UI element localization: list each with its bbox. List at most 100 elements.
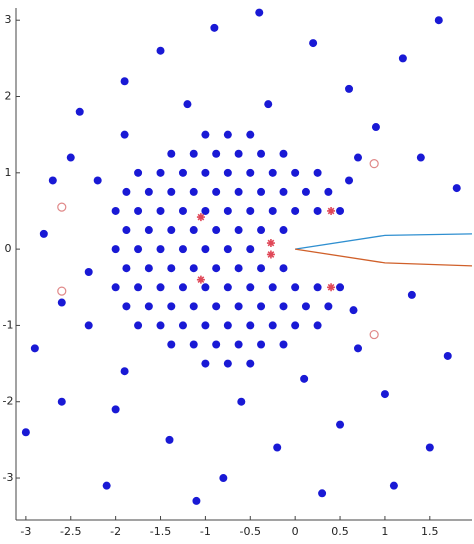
- scatter-point: [189, 226, 198, 235]
- scatter-point: [234, 226, 243, 235]
- scatter-point: [201, 206, 210, 215]
- star-marker: [196, 275, 205, 284]
- scatter-point: [336, 206, 345, 215]
- scatter-point: [349, 306, 358, 315]
- scatter-point: [122, 302, 131, 311]
- scatter-point: [324, 187, 333, 196]
- scatter-point: [246, 245, 255, 254]
- scatter-point: [66, 153, 75, 162]
- scatter-point: [234, 340, 243, 349]
- scatter-point: [84, 321, 93, 330]
- scatter-point: [122, 226, 131, 235]
- scatter-point: [291, 321, 300, 330]
- y-tick-label: 1: [5, 166, 12, 179]
- scatter-point: [407, 290, 416, 299]
- scatter-point: [279, 264, 288, 273]
- scatter-point: [165, 435, 174, 444]
- scatter-point: [156, 46, 165, 55]
- scatter-point: [48, 176, 57, 185]
- scatter-point: [122, 264, 131, 273]
- circle-marker: [369, 329, 379, 340]
- scatter-point: [313, 168, 322, 177]
- scatter-point: [246, 283, 255, 292]
- scatter-point: [336, 283, 345, 292]
- y-tick-label: -1: [3, 318, 14, 331]
- scatter-point: [291, 283, 300, 292]
- y-tick-label: -2: [3, 395, 14, 408]
- scatter-point: [57, 298, 66, 307]
- x-tick-label: 1.5: [421, 525, 439, 538]
- scatter-point: [134, 283, 143, 292]
- scatter-point: [178, 168, 187, 177]
- scatter-point: [120, 77, 129, 86]
- scatter-point: [313, 206, 322, 215]
- scatter-point: [144, 302, 153, 311]
- circle-marker: [57, 286, 67, 296]
- scatter-point: [279, 340, 288, 349]
- scatter-point: [443, 351, 452, 360]
- scatter-point: [223, 130, 232, 139]
- scatter-point: [212, 226, 221, 235]
- scatter-point: [144, 187, 153, 196]
- scatter-point: [301, 302, 310, 311]
- scatter-point: [167, 187, 176, 196]
- scatter-point: [75, 107, 84, 116]
- scatter-point: [21, 428, 30, 437]
- scatter-point: [156, 168, 165, 177]
- scatter-point: [309, 39, 318, 48]
- scatter-point: [219, 474, 228, 483]
- scatter-point: [257, 187, 266, 196]
- scatter-point: [223, 283, 232, 292]
- scatter-point: [291, 168, 300, 177]
- scatter-point: [167, 264, 176, 273]
- scatter-point: [167, 340, 176, 349]
- star-marker: [327, 206, 336, 215]
- scatter-point: [246, 321, 255, 330]
- scatter-point: [313, 321, 322, 330]
- scatter-point: [111, 245, 120, 254]
- scatter-point: [234, 187, 243, 196]
- scatter-point: [189, 302, 198, 311]
- star-marker: [266, 250, 275, 259]
- scatter-point: [273, 443, 282, 452]
- scatter-point: [234, 149, 243, 158]
- scatter-point: [389, 481, 398, 490]
- scatter-point: [201, 359, 210, 368]
- scatter-point: [354, 153, 362, 162]
- scatter-point: [246, 359, 255, 368]
- x-tick-label: -3: [20, 525, 31, 538]
- scatter-point: [257, 226, 266, 235]
- scatter-point: [257, 302, 266, 311]
- plot-area: [21, 8, 473, 505]
- x-tick-label: 0: [292, 525, 299, 538]
- x-tick-label: 1: [381, 525, 388, 538]
- scatter-point: [354, 344, 362, 353]
- scatter-point: [279, 226, 288, 235]
- scatter-point: [257, 264, 266, 273]
- scatter-point: [212, 187, 221, 196]
- x-tick-label: -0.5: [240, 525, 261, 538]
- scatter-point: [201, 168, 210, 177]
- scatter-point: [234, 264, 243, 273]
- x-tick-label: -1.5: [150, 525, 171, 538]
- scatter-point: [246, 168, 255, 177]
- circle-marker: [57, 202, 67, 212]
- scatter-point: [201, 321, 210, 330]
- scatter-point: [210, 23, 219, 32]
- scatter-point: [183, 100, 192, 109]
- scatter-point: [416, 153, 425, 162]
- scatter-point: [291, 206, 300, 215]
- scatter-point: [192, 496, 201, 505]
- scatter-point: [380, 390, 389, 399]
- x-tick-label: 0.5: [331, 525, 349, 538]
- scatter-point: [111, 405, 120, 414]
- x-tick-label: -1: [200, 525, 211, 538]
- scatter-point: [398, 54, 407, 63]
- line-series: [295, 233, 473, 250]
- scatter-point: [111, 206, 120, 215]
- scatter-point: [345, 84, 354, 93]
- scatter-point: [237, 397, 246, 406]
- scatter-point: [144, 226, 153, 235]
- scatter-point: [268, 283, 277, 292]
